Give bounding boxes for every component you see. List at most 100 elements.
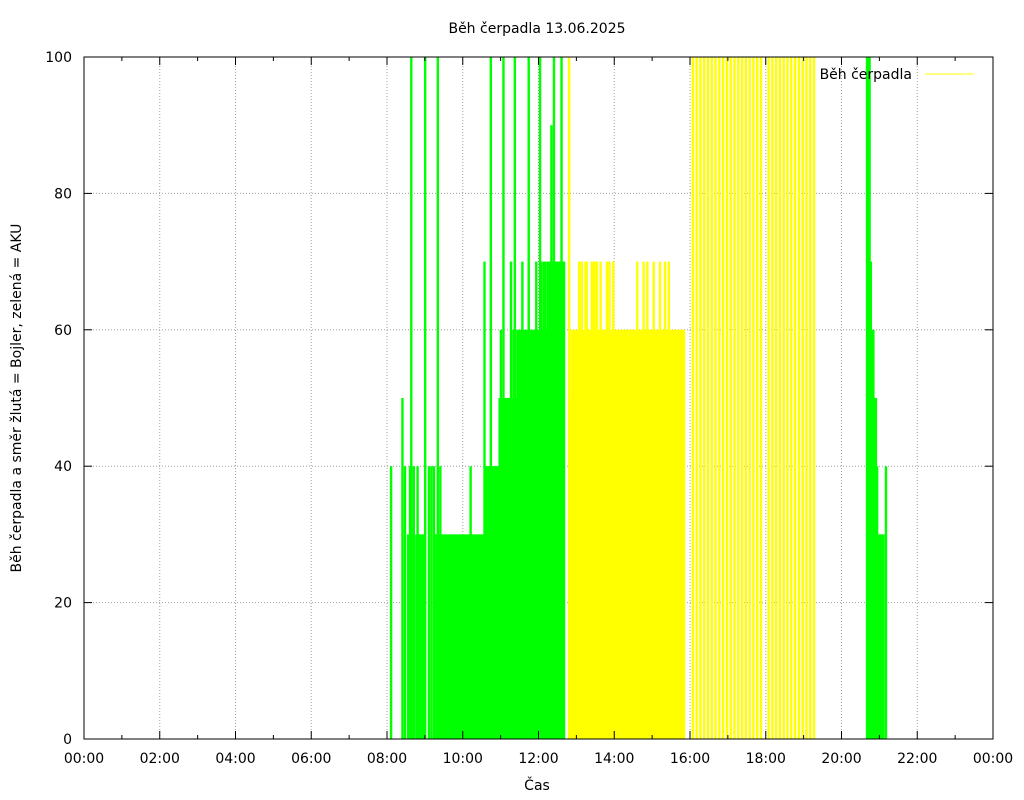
- bar: [458, 534, 461, 739]
- bar: [725, 57, 729, 739]
- bar: [446, 534, 450, 739]
- bar: [503, 398, 506, 739]
- bar: [430, 466, 433, 739]
- bar: [422, 534, 426, 739]
- bar: [473, 534, 476, 739]
- bar: [427, 466, 431, 739]
- legend: Běh čerpadla: [820, 67, 974, 83]
- bar: [599, 261, 602, 739]
- bar: [679, 329, 682, 739]
- bar: [809, 57, 812, 739]
- bar: [584, 261, 587, 739]
- bar: [662, 329, 665, 739]
- bar: [523, 329, 527, 739]
- bar: [666, 329, 669, 739]
- bar: [613, 329, 616, 739]
- bar: [740, 57, 744, 739]
- bar: [605, 261, 609, 739]
- bar: [545, 329, 548, 739]
- bar: [868, 57, 871, 739]
- bar: [489, 57, 493, 739]
- bar: [590, 261, 594, 739]
- bar: [499, 329, 503, 739]
- bar: [495, 466, 499, 739]
- bar: [567, 57, 571, 739]
- bar: [506, 398, 509, 739]
- bar: [389, 466, 393, 739]
- bar: [485, 466, 489, 739]
- bar: [541, 329, 544, 739]
- bar: [518, 329, 522, 739]
- bar: [555, 261, 558, 739]
- bar: [581, 329, 585, 739]
- bar: [867, 57, 870, 739]
- x-tick-label: 00:00: [973, 751, 1013, 767]
- bar: [550, 125, 553, 739]
- bar: [627, 329, 630, 739]
- bar: [527, 57, 530, 739]
- bar: [435, 534, 438, 739]
- bar: [562, 261, 566, 739]
- y-tick-label: 20: [54, 596, 72, 612]
- bar: [786, 57, 789, 739]
- bar: [466, 534, 470, 739]
- bar: [578, 261, 581, 739]
- bar: [737, 57, 740, 739]
- bar: [598, 329, 601, 739]
- bar: [500, 398, 504, 739]
- bar: [468, 534, 471, 739]
- bar: [580, 261, 583, 739]
- bar: [475, 534, 479, 739]
- bar: [591, 261, 595, 739]
- bar: [574, 329, 577, 739]
- bar: [636, 261, 639, 739]
- bar: [651, 329, 654, 739]
- bar: [877, 534, 880, 739]
- bar: [748, 57, 751, 739]
- bar: [681, 329, 684, 739]
- bar: [733, 57, 736, 739]
- bar: [490, 466, 494, 739]
- bar: [812, 57, 816, 739]
- bar: [637, 329, 640, 739]
- bar: [668, 329, 672, 739]
- bar: [488, 466, 491, 739]
- bar: [537, 329, 540, 739]
- bar: [655, 329, 658, 739]
- bar: [536, 329, 539, 739]
- bar: [502, 57, 505, 739]
- bar: [884, 466, 888, 739]
- bar: [744, 57, 748, 739]
- bar: [586, 329, 590, 739]
- bar: [570, 329, 573, 739]
- x-axis-label: Čas: [524, 776, 550, 794]
- bar: [436, 57, 439, 739]
- bar: [471, 534, 475, 739]
- bar: [521, 261, 524, 739]
- bar: [672, 329, 676, 739]
- bar: [423, 57, 427, 739]
- bar: [774, 57, 778, 739]
- bar: [782, 57, 785, 739]
- bar: [513, 57, 517, 739]
- legend-label: Běh čerpadla: [820, 67, 912, 83]
- bar: [538, 57, 542, 739]
- bar: [434, 534, 437, 739]
- bar: [437, 534, 441, 739]
- bar: [456, 534, 460, 739]
- bar: [702, 57, 706, 739]
- bar: [778, 57, 782, 739]
- bar: [540, 261, 543, 739]
- chart-title: Běh čerpadla 13.06.2025: [448, 21, 625, 37]
- bar: [661, 329, 664, 739]
- bar: [487, 466, 490, 739]
- bar: [667, 261, 671, 739]
- bar: [559, 261, 562, 739]
- bar: [633, 329, 636, 739]
- bar: [482, 534, 485, 739]
- bar: [609, 329, 612, 739]
- bar: [441, 534, 445, 739]
- bar: [519, 329, 523, 739]
- bar: [543, 261, 547, 739]
